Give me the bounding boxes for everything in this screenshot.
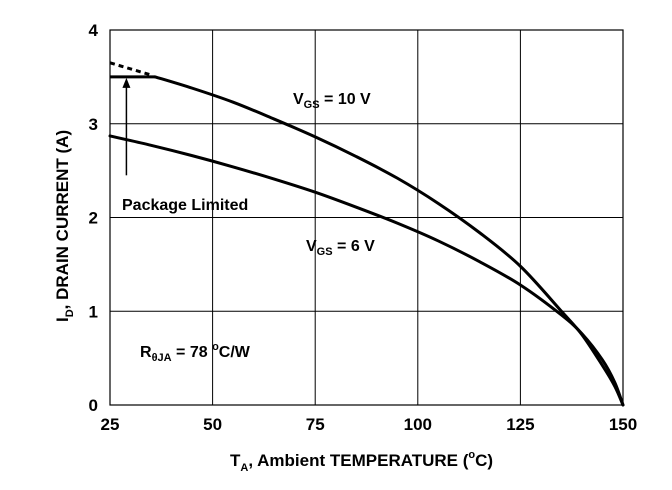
package-limited-label: Package Limited bbox=[122, 197, 248, 214]
y-tick-labels: 0 1 2 3 4 bbox=[89, 21, 99, 415]
y-tick-label-0: 0 bbox=[89, 396, 98, 415]
x-tick-labels: 25 50 75 100 125 150 bbox=[101, 415, 638, 434]
x-axis-label: TA, Ambient TEMPERATURE (oC) bbox=[230, 449, 493, 474]
package-limit bbox=[109, 61, 156, 176]
plot-frame bbox=[109, 29, 624, 406]
curves bbox=[108, 75, 625, 407]
x-tick-label-1: 50 bbox=[203, 415, 222, 434]
curve-vgs-6v bbox=[108, 134, 625, 407]
package-limit-dashed-line bbox=[109, 61, 152, 77]
package-limit-arrow-head bbox=[122, 77, 131, 88]
rtheta-label: RθJA = 78 oC/W bbox=[140, 341, 251, 364]
curve-vgs-10v bbox=[153, 75, 625, 407]
series-label-vgs-10v: VGS = 10 V bbox=[293, 91, 371, 111]
x-tick-label-5: 150 bbox=[609, 415, 637, 434]
y-tick-label-1: 1 bbox=[89, 302, 98, 321]
y-tick-label-4: 4 bbox=[89, 21, 99, 40]
y-axis-label: ID, DRAIN CURRENT (A) bbox=[53, 130, 76, 322]
x-tick-label-4: 125 bbox=[506, 415, 534, 434]
x-tick-label-2: 75 bbox=[306, 415, 325, 434]
x-tick-label-0: 25 bbox=[101, 415, 120, 434]
x-tick-label-3: 100 bbox=[404, 415, 432, 434]
y-tick-label-2: 2 bbox=[89, 209, 98, 228]
series-label-vgs-6v: VGS = 6 V bbox=[306, 238, 375, 258]
y-tick-label-3: 3 bbox=[89, 115, 98, 134]
